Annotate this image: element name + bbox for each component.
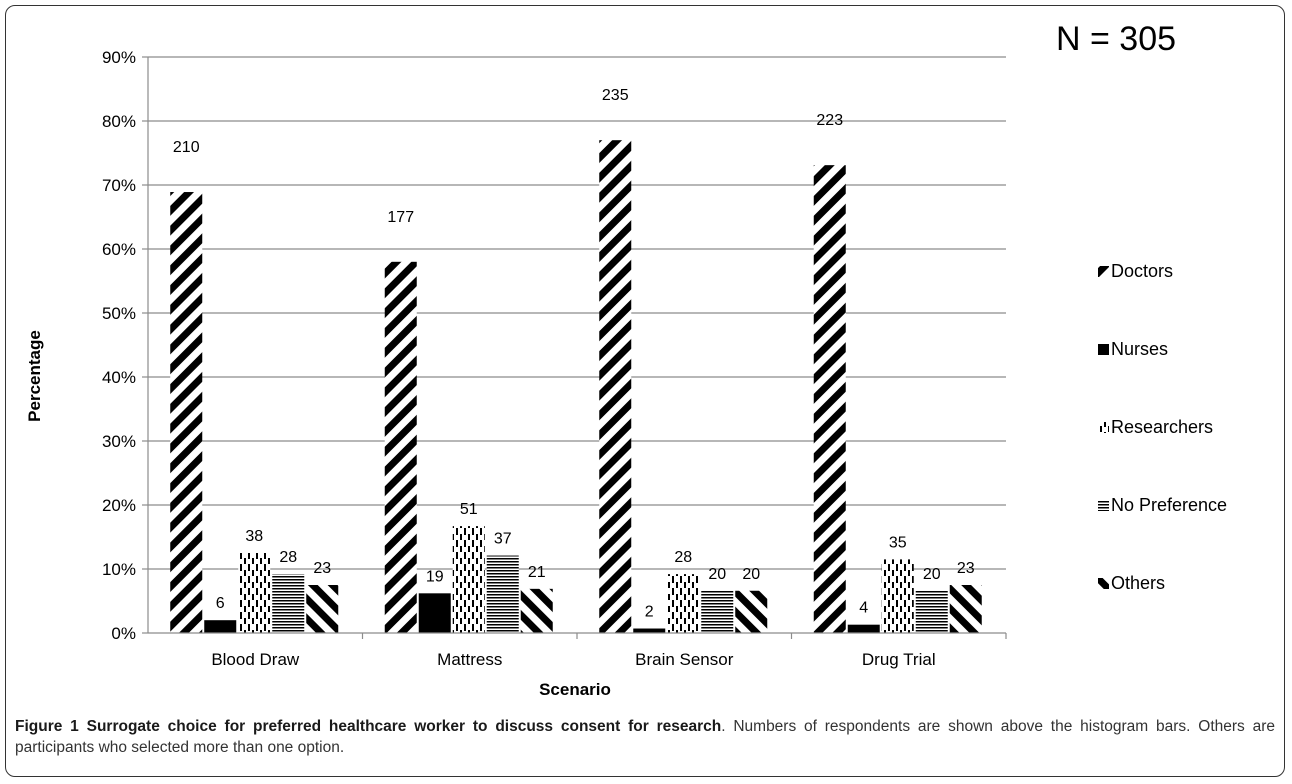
- bar-count-label: 23: [313, 560, 331, 577]
- x-axis-label: Scenario: [539, 680, 611, 699]
- bar-doctors: [599, 140, 632, 633]
- bar-researchers: [881, 559, 914, 633]
- bar-nurses: [204, 620, 237, 633]
- bar-count-label: 38: [245, 528, 263, 545]
- caption-title: Figure 1 Surrogate choice for preferred …: [15, 718, 722, 735]
- bar-chart: 0%10%20%30%40%50%60%70%80%90% 2106382823…: [25, 48, 1227, 699]
- legend-label: Researchers: [1111, 417, 1213, 437]
- legend-swatch: [1098, 578, 1109, 589]
- x-tick-label: Brain Sensor: [635, 650, 734, 669]
- y-tick-label: 70%: [102, 176, 136, 195]
- legend-label: Others: [1111, 573, 1165, 593]
- y-tick-label: 10%: [102, 560, 136, 579]
- sample-size-label: N = 305: [1056, 20, 1177, 58]
- bar-count-label: 28: [279, 549, 297, 566]
- legend-swatch: [1098, 422, 1109, 433]
- y-tick-label: 20%: [102, 496, 136, 515]
- legend-label: Nurses: [1111, 339, 1168, 359]
- bar-others: [306, 585, 339, 633]
- y-tick-label: 0%: [111, 624, 136, 643]
- bar-doctors: [170, 192, 203, 634]
- bar-count-label: 4: [859, 600, 868, 617]
- bar-others: [949, 585, 982, 633]
- gridlines: [142, 56, 1006, 634]
- legend: Doctors Nurses Researchers No Preference Oth…: [1098, 261, 1227, 593]
- bar-count-label: 20: [742, 566, 760, 583]
- bar-doctors: [813, 165, 846, 633]
- bar-count-labels: 210 6 38 28 23 177 19 51 37 21 235 2 28 20 20 223 4 35 20 2…: [173, 87, 975, 620]
- legend-swatch: [1098, 266, 1109, 277]
- y-tick-labels: 0% 10% 20% 30% 40% 50% 60% 70% 80% 90%: [102, 48, 136, 643]
- legend-swatch: [1098, 344, 1109, 355]
- y-tick-label: 60%: [102, 240, 136, 259]
- bars: [170, 140, 982, 634]
- x-axis: Blood Draw Mattress Brain Sensor Drug Trial: [147, 57, 1007, 669]
- bar-others: [735, 590, 768, 633]
- bar-count-label: 51: [460, 501, 478, 518]
- bar-no-preference: [272, 574, 305, 633]
- bar-others: [520, 588, 553, 633]
- bar-count-label: 223: [816, 112, 843, 129]
- bar-nurses: [633, 628, 666, 633]
- figure-frame: [5, 5, 1285, 777]
- x-tick-label: Mattress: [437, 650, 502, 669]
- figure-caption: Figure 1 Surrogate choice for preferred …: [15, 716, 1275, 758]
- x-tick-label: Drug Trial: [862, 650, 936, 669]
- bar-no-preference: [486, 555, 519, 633]
- bar-count-label: 20: [708, 566, 726, 583]
- y-tick-label: 80%: [102, 112, 136, 131]
- bar-count-label: 19: [426, 568, 444, 585]
- y-tick-label: 90%: [102, 48, 136, 67]
- bar-no-preference: [701, 590, 734, 633]
- x-tick-label: Blood Draw: [211, 650, 300, 669]
- bar-doctors: [384, 261, 417, 633]
- legend-swatch: [1098, 500, 1109, 511]
- legend-label: No Preference: [1111, 495, 1227, 515]
- y-axis-label: Percentage: [25, 330, 44, 422]
- bar-count-label: 177: [387, 209, 414, 226]
- bar-count-label: 6: [216, 595, 225, 612]
- bar-count-label: 23: [957, 560, 975, 577]
- y-tick-label: 50%: [102, 304, 136, 323]
- bar-count-label: 21: [528, 564, 546, 581]
- bar-researchers: [238, 553, 271, 633]
- bar-count-label: 210: [173, 139, 200, 156]
- bar-count-label: 28: [674, 549, 692, 566]
- bar-count-label: 2: [645, 604, 654, 621]
- bar-nurses: [847, 624, 880, 633]
- bar-count-label: 37: [494, 531, 512, 548]
- bar-count-label: 235: [602, 87, 629, 104]
- bar-count-label: 20: [923, 566, 941, 583]
- bar-researchers: [667, 574, 700, 633]
- y-tick-label: 40%: [102, 368, 136, 387]
- bar-no-preference: [915, 590, 948, 633]
- y-tick-label: 30%: [102, 432, 136, 451]
- bar-nurses: [418, 593, 451, 633]
- bar-researchers: [452, 526, 485, 633]
- legend-label: Doctors: [1111, 261, 1173, 281]
- caption-text: . Numbers of respondents are shown above…: [15, 718, 1275, 756]
- bar-count-label: 35: [889, 534, 907, 551]
